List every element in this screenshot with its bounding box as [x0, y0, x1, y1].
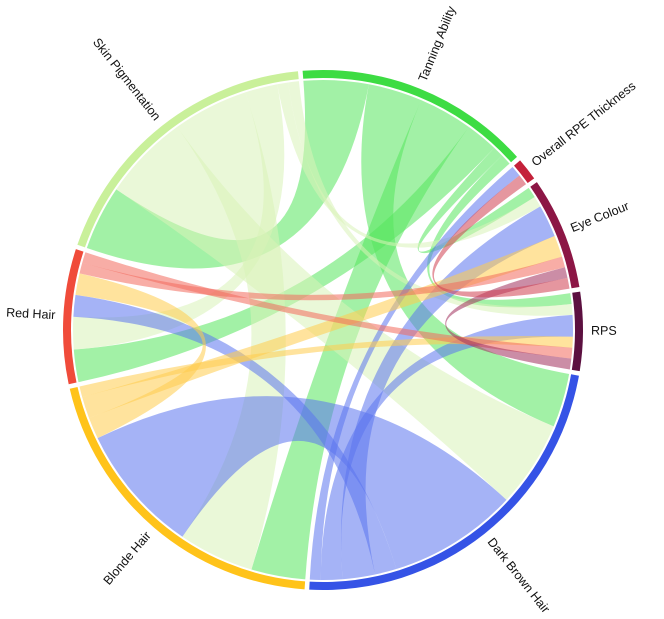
- group-label-red: Red Hair: [6, 305, 56, 322]
- ribbon-tan-red: [73, 126, 495, 383]
- ribbon-tan-skn: [86, 79, 369, 269]
- group-arc-red: [62, 249, 84, 385]
- ribbon-dbh-blh: [97, 396, 507, 569]
- group-arc-rpe: [514, 160, 535, 184]
- ribbon-blh-rps: [79, 336, 573, 398]
- group-arc-tan: [302, 70, 518, 163]
- group-label-skn: Skin Pigmentation: [90, 35, 163, 123]
- group-arc-blh: [69, 386, 306, 590]
- arcs-layer: [62, 70, 583, 590]
- ribbon-dbh-red: [73, 294, 397, 575]
- ribbon-tan-blh: [251, 100, 469, 580]
- ribbon-tan-dbh: [361, 84, 570, 427]
- group-label-rpe: Overall RPE Thickness: [529, 79, 638, 169]
- ribbon-blh-eye: [82, 235, 562, 418]
- group-label-eye: Eye Colour: [568, 199, 631, 235]
- ribbon-rpe-eye: [432, 175, 570, 298]
- group-label-dbh: Dark Brown Hair: [485, 535, 553, 616]
- group-label-blh: Blonde Hair: [101, 529, 154, 588]
- group-arc-rps: [571, 291, 583, 372]
- group-arc-dbh: [309, 374, 579, 590]
- ribbon-skn-dbh: [116, 126, 554, 500]
- group-label-rps: RPS: [591, 324, 617, 338]
- ribbon-skn-red: [73, 84, 285, 350]
- group-label-tan: Tanning Ability: [416, 4, 459, 84]
- ribbon-eye-rps: [445, 267, 572, 370]
- group-arc-eye: [530, 182, 580, 289]
- ribbon-tan-eye: [417, 147, 535, 254]
- ribbon-red-rps: [82, 252, 573, 359]
- ribbons-layer: [73, 79, 573, 580]
- ribbon-blh-red: [75, 273, 206, 439]
